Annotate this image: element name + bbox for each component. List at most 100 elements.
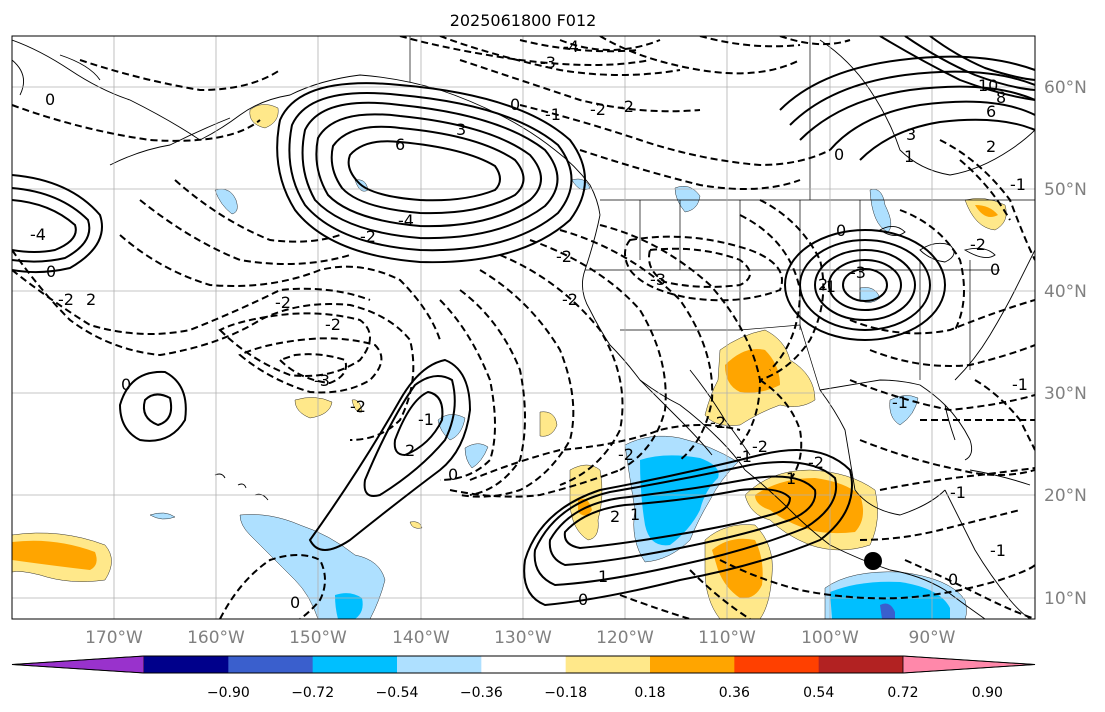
contour-label: 1 [786, 469, 796, 488]
lon-label: 100°W [801, 628, 859, 648]
lon-label: 170°W [85, 628, 143, 648]
latitude-labels: 60°N 50°N 40°N 30°N 20°N 10°N [1044, 78, 1087, 609]
contour-label: -4 [563, 37, 579, 56]
contour-label: -2 [562, 290, 578, 309]
colorbar-label: −0.72 [291, 685, 334, 701]
lon-label: 150°W [289, 628, 347, 648]
contour-label: 2 [818, 275, 828, 294]
contour-label: 0 [45, 90, 55, 109]
colorbar-label: 0.18 [634, 685, 665, 701]
contour-label: 0 [46, 262, 56, 281]
lon-label: 160°W [187, 628, 245, 648]
lon-label: 120°W [596, 628, 654, 648]
contour-label: 6 [395, 135, 405, 154]
lat-label: 20°N [1044, 486, 1087, 506]
contour-label: 0 [834, 145, 844, 164]
colorbar-bin [565, 656, 651, 673]
contour-label: -3 [650, 270, 666, 289]
contour-label: 0 [121, 375, 131, 394]
contour-label: -2 [970, 235, 986, 254]
colorbar-label: 0.36 [719, 685, 750, 701]
colorbar-label: −0.54 [376, 685, 419, 701]
contour-label: -1 [736, 447, 752, 466]
contour-label: -2 [808, 453, 824, 472]
colorbar-bin [734, 656, 820, 673]
lon-label: 130°W [494, 628, 552, 648]
contour-label: -2 [350, 397, 366, 416]
contour-label: -2 [590, 100, 606, 119]
colorbar-label: −0.36 [460, 685, 503, 701]
lon-label: 110°W [698, 628, 756, 648]
contour-label: 3 [906, 125, 916, 144]
map-title: 2025061800 F012 [450, 11, 597, 30]
contour-label: -1 [545, 105, 561, 124]
colorbar-label: −0.18 [544, 685, 587, 701]
contour-label: 6 [986, 102, 996, 121]
contour-label: -1 [1010, 175, 1026, 194]
contour-label: 10 [978, 76, 998, 95]
contour-label: 8 [996, 88, 1006, 107]
lat-label: 50°N [1044, 180, 1087, 200]
colorbar-label: 0.72 [887, 685, 918, 701]
lat-label: 40°N [1044, 282, 1087, 302]
colorbar-bin [481, 656, 567, 673]
lat-label: 10°N [1044, 589, 1087, 609]
colorbar-bin [650, 656, 735, 673]
contour-label: -3 [314, 371, 330, 390]
contour-label: 3 [456, 120, 466, 139]
contour-label: 0 [578, 590, 588, 609]
map-frame [11, 35, 1036, 620]
contour-label: -4 [398, 211, 414, 230]
lon-label: 90°W [909, 628, 956, 648]
contour-label: -1 [892, 393, 908, 412]
colorbar-bin [397, 656, 482, 673]
contour-label: -2 [325, 315, 341, 334]
colorbar: −0.90 −0.72 −0.54 −0.36 −0.18 0.18 0.36 0.54 0.7… [11, 655, 1036, 701]
contour-label: 1 [904, 147, 914, 166]
contour-label: -3 [540, 53, 556, 72]
contours [12, 36, 1035, 619]
colorbar-bin [818, 656, 904, 673]
colorbar-extend-low [11, 655, 145, 674]
contour-label: -2 [618, 445, 634, 464]
contour-label: 0 [948, 570, 958, 589]
contour-label: -1 [418, 410, 434, 429]
colorbar-bin [312, 656, 398, 673]
contour-label: 0 [290, 593, 300, 612]
contour-label: 0 [448, 465, 458, 484]
lon-label: 140°W [392, 628, 450, 648]
contour-label: -1 [950, 483, 966, 502]
contour-label: -3 [850, 263, 866, 282]
contour-label: 2 [986, 137, 996, 156]
longitude-labels: 170°W 160°W 150°W 140°W 130°W 120°W 110°… [85, 628, 956, 648]
colorbar-bin [228, 656, 314, 673]
colorbar-extend-high [902, 655, 1036, 674]
contour-label: -1 [820, 277, 836, 296]
map-plot-area: -4 -3 0 -1 -2 -2 10 8 6 3 2 1 0 6 3 -4 -… [12, 36, 1035, 619]
colorbar-label: 0.90 [972, 685, 1003, 701]
colorbar-outline [11, 655, 1036, 674]
contour-label: -1 [990, 541, 1006, 560]
station-dot [864, 552, 882, 570]
contour-label: -4 [30, 225, 46, 244]
contour-label: 0 [836, 221, 846, 240]
contour-label: -2 [58, 290, 74, 309]
contour-label: -2 [618, 97, 634, 116]
colorbar-bin [144, 656, 229, 673]
colorbar-label: −0.90 [207, 685, 250, 701]
contour-label: -2 [275, 293, 291, 312]
contour-label: -2 [556, 247, 572, 266]
contour-label: -1 [1012, 375, 1028, 394]
contour-label: -2 [710, 413, 726, 432]
contour-label: 0 [510, 95, 520, 114]
contour-label: 0 [990, 260, 1000, 279]
contour-label: 2 [405, 441, 415, 460]
contour-label: -2 [360, 227, 376, 246]
contour-label: 1 [598, 567, 608, 586]
lat-label: 60°N [1044, 78, 1087, 98]
contour-labels: -4 -3 0 -1 -2 -2 10 8 6 3 2 1 0 6 3 -4 -… [30, 37, 1028, 612]
lat-label: 30°N [1044, 384, 1087, 404]
contour-label: 1 [630, 505, 640, 524]
contour-label: 2 [610, 507, 620, 526]
contour-label: -2 [752, 437, 768, 456]
